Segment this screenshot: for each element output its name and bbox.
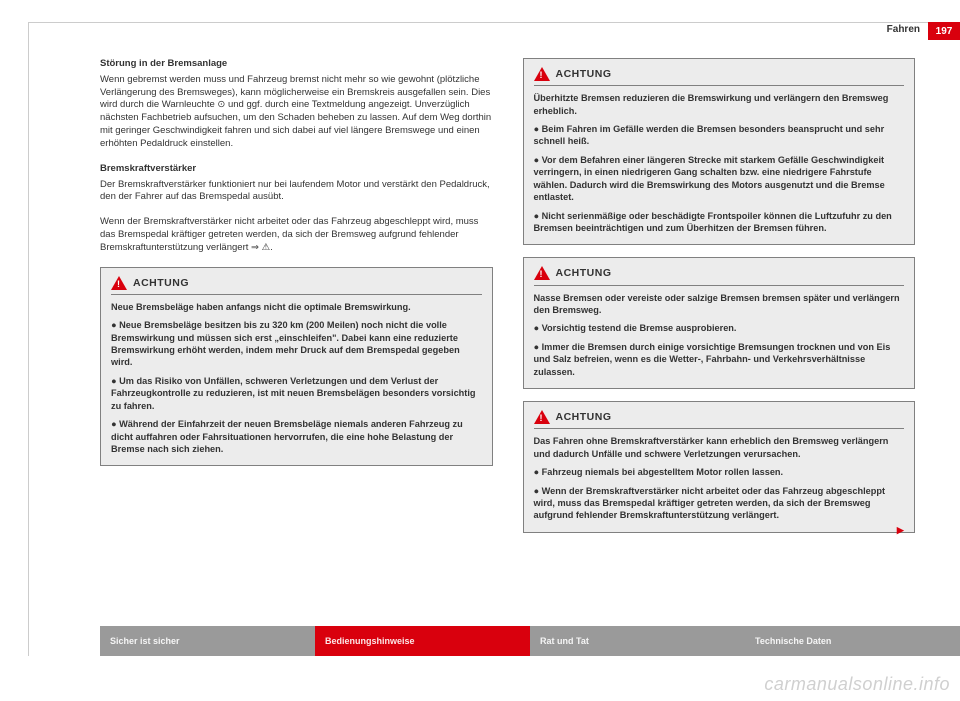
warning-header: ACHTUNG — [111, 276, 482, 295]
para-bremskraft-1: Der Bremskraftverstärker funktioniert nu… — [100, 179, 493, 205]
warning-triangle-icon — [534, 410, 550, 424]
right-column: ACHTUNG Überhitzte Bremsen reduzieren di… — [523, 58, 916, 606]
warning-bullet: Immer die Bremsen durch einige vorsichti… — [534, 341, 905, 378]
warning-box-right-2: ACHTUNG Nasse Bremsen oder vereiste oder… — [523, 257, 916, 389]
warning-bullet: Nicht serienmäßige oder beschädigte Fron… — [534, 210, 905, 235]
left-column: Störung in der Bremsanlage Wenn gebremst… — [100, 58, 493, 606]
warning-bullet: Um das Risiko von Unfällen, schweren Ver… — [111, 375, 482, 412]
warning-bullet: Fahrzeug niemals bei abgestelltem Motor … — [534, 466, 905, 478]
warning-bullet: Beim Fahren im Gefälle werden die Bremse… — [534, 123, 905, 148]
footer-tab-technische[interactable]: Technische Daten — [745, 626, 960, 656]
warning-triangle-icon — [534, 266, 550, 280]
warning-bullet: Während der Einfahrzeit der neuen Bremsb… — [111, 418, 482, 455]
page-number-tab: 197 — [928, 22, 960, 40]
warning-label: ACHTUNG — [556, 67, 612, 81]
section-header: Fahren — [887, 24, 920, 35]
para-bremskraft-2: Wenn der Bremskraftverstärker nicht arbe… — [100, 216, 493, 254]
warning-text: Neue Bremsbeläge haben anfangs nicht die… — [111, 301, 482, 456]
watermark: carmanualsonline.info — [764, 674, 950, 695]
section-title-stoerung: Störung in der Bremsanlage — [100, 58, 493, 71]
footer-tabs: Sicher ist sicher Bedienungshinweise Rat… — [100, 626, 960, 656]
warning-triangle-icon — [111, 276, 127, 290]
warning-label: ACHTUNG — [556, 410, 612, 424]
warning-label: ACHTUNG — [133, 276, 189, 290]
warning-bullet: Wenn der Bremskraftverstärker nicht arbe… — [534, 485, 905, 522]
page-content: Störung in der Bremsanlage Wenn gebremst… — [100, 58, 915, 606]
warning-text: Überhitzte Bremsen reduzieren die Bremsw… — [534, 92, 905, 234]
para-stoerung: Wenn gebremst werden muss und Fahrzeug b… — [100, 74, 493, 151]
warning-bullet: Vorsichtig testend die Bremse ausprobier… — [534, 322, 905, 334]
warning-box-right-1: ACHTUNG Überhitzte Bremsen reduzieren di… — [523, 58, 916, 245]
warning-box-right-3: ACHTUNG Das Fahren ohne Bremskraftverstä… — [523, 401, 916, 533]
warning-bullet: Vor dem Befahren einer längeren Strecke … — [534, 154, 905, 204]
warning-text: Nasse Bremsen oder vereiste oder salzige… — [534, 292, 905, 379]
warning-header: ACHTUNG — [534, 266, 905, 285]
warning-intro: Neue Bremsbeläge haben anfangs nicht die… — [111, 301, 482, 313]
footer-tab-sicher[interactable]: Sicher ist sicher — [100, 626, 315, 656]
warning-bullet: Neue Bremsbeläge besitzen bis zu 320 km … — [111, 319, 482, 369]
warning-text: Das Fahren ohne Bremskraftverstärker kan… — [534, 435, 905, 522]
continuation-arrow-icon: ▶ — [897, 524, 904, 536]
warning-triangle-icon — [534, 67, 550, 81]
warning-header: ACHTUNG — [534, 67, 905, 86]
warning-header: ACHTUNG — [534, 410, 905, 429]
footer-tab-bedienung[interactable]: Bedienungshinweise — [315, 626, 530, 656]
footer-tab-rat[interactable]: Rat und Tat — [530, 626, 745, 656]
warning-intro: Nasse Bremsen oder vereiste oder salzige… — [534, 292, 905, 317]
warning-box-left: ACHTUNG Neue Bremsbeläge haben anfangs n… — [100, 267, 493, 467]
section-title-bremskraft: Bremskraftverstärker — [100, 163, 493, 176]
warning-intro: Überhitzte Bremsen reduzieren die Bremsw… — [534, 92, 905, 117]
warning-label: ACHTUNG — [556, 266, 612, 280]
warning-intro: Das Fahren ohne Bremskraftverstärker kan… — [534, 435, 905, 460]
